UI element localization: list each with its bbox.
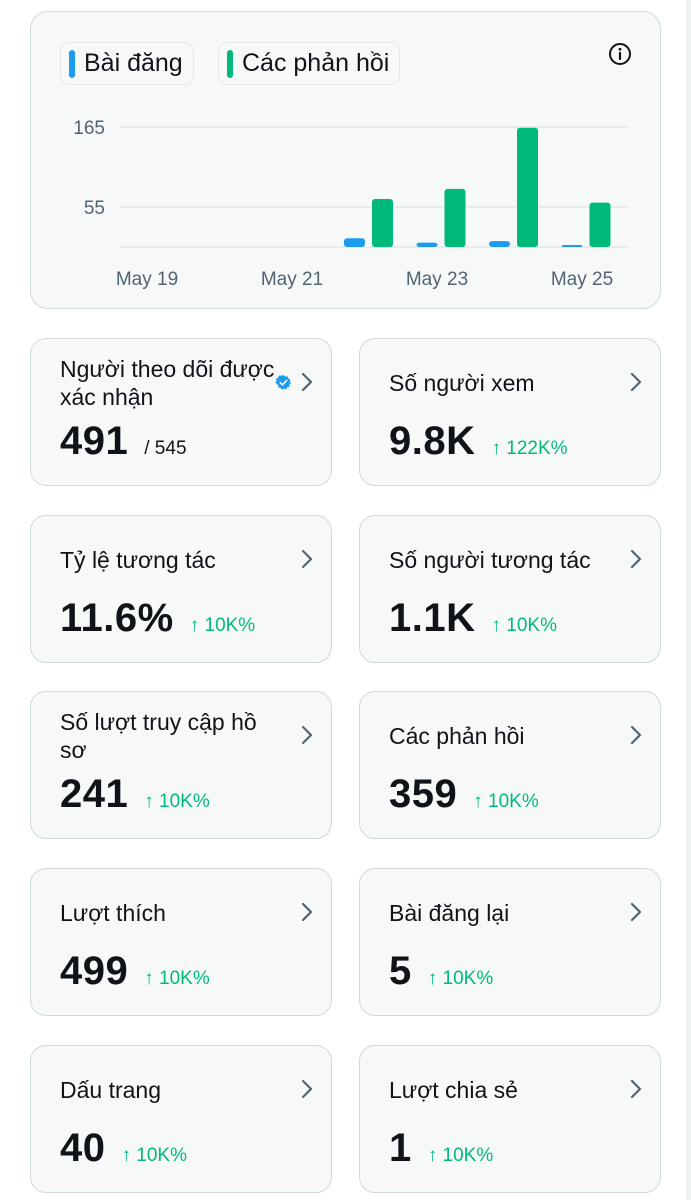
activity-bar-chart: 165 55 May 19 May 21 May 23 May 25 bbox=[73, 118, 629, 290]
stat-value: 1 bbox=[389, 1126, 412, 1170]
activity-chart-card: 165 55 May 19 May 21 May 23 May 25 Bài đăng C… bbox=[30, 11, 661, 309]
stat-label: Số người xem bbox=[389, 370, 535, 396]
stat-value: 9.8K bbox=[389, 419, 476, 463]
bar-replies bbox=[444, 188, 466, 247]
bar-posts bbox=[416, 242, 438, 247]
stat-value: 359 bbox=[389, 772, 458, 816]
stat-value-row: 9.8K ↑ 122K% bbox=[389, 419, 568, 464]
legend-label-posts: Bài đăng bbox=[84, 49, 183, 77]
stat-value: 5 bbox=[389, 949, 412, 993]
stat-change: ↑ 10K% bbox=[189, 615, 256, 636]
stat-card[interactable]: Tỷ lệ tương tác 11.6% ↑ 10K% bbox=[30, 515, 332, 663]
chevron-right-icon[interactable] bbox=[299, 900, 315, 924]
stat-value: 1.1K bbox=[389, 596, 476, 640]
chevron-right-icon[interactable] bbox=[299, 1077, 315, 1101]
x-tick-label: May 19 bbox=[116, 269, 178, 290]
stat-value: 241 bbox=[60, 772, 129, 816]
chevron-right-icon[interactable] bbox=[628, 1077, 644, 1101]
x-tick-label: May 23 bbox=[406, 269, 468, 290]
stat-card[interactable]: Lượt thích 499 ↑ 10K% bbox=[30, 868, 332, 1016]
stat-value-row: 11.6% ↑ 10K% bbox=[60, 596, 255, 641]
stat-change: ↑ 10K% bbox=[427, 1145, 494, 1166]
stat-card[interactable]: Lượt chia sẻ 1 ↑ 10K% bbox=[359, 1045, 661, 1193]
verified-badge-icon bbox=[275, 375, 291, 390]
chevron-right-icon[interactable] bbox=[628, 370, 644, 394]
stat-value: 11.6% bbox=[60, 596, 174, 640]
bar-replies bbox=[372, 199, 393, 247]
stat-change: ↑ 10K% bbox=[144, 791, 210, 812]
chevron-right-icon[interactable] bbox=[628, 900, 644, 924]
legend-chip-replies[interactable]: Các phản hồi bbox=[218, 42, 401, 85]
stat-label: Số người tương tác bbox=[389, 547, 591, 573]
stat-label: Bài đăng lại bbox=[389, 900, 510, 926]
stat-card[interactable]: Số người xem 9.8K ↑ 122K% bbox=[359, 338, 661, 486]
stat-value-row: 491 / 545 bbox=[60, 419, 187, 464]
chevron-right-icon[interactable] bbox=[628, 547, 644, 571]
chevron-right-icon[interactable] bbox=[299, 547, 315, 571]
stat-change: ↑ 10K% bbox=[427, 968, 494, 989]
y-tick-label: 165 bbox=[73, 118, 105, 139]
stat-card[interactable]: Bài đăng lại 5 ↑ 10K% bbox=[359, 868, 661, 1016]
stat-card[interactable]: Người theo dõi được xác nhận 491 / 545 bbox=[30, 338, 332, 486]
legend-swatch-replies bbox=[227, 49, 233, 78]
stat-label: Dấu trang bbox=[60, 1077, 162, 1103]
x-tick-label: May 25 bbox=[551, 269, 613, 290]
chevron-right-icon[interactable] bbox=[628, 723, 644, 747]
stat-total: / 545 bbox=[144, 438, 187, 459]
stat-label: Người theo dõi được xác nhận bbox=[60, 356, 275, 410]
stat-value: 499 bbox=[60, 949, 129, 993]
stat-label: Tỷ lệ tương tác bbox=[60, 547, 216, 573]
stat-value-row: 1.1K ↑ 10K% bbox=[389, 596, 557, 641]
stat-change: ↑ 10K% bbox=[121, 1145, 187, 1166]
chevron-right-icon[interactable] bbox=[299, 723, 315, 747]
stat-card[interactable]: Các phản hồi 359 ↑ 10K% bbox=[359, 691, 661, 839]
stat-value-row: 5 ↑ 10K% bbox=[389, 949, 493, 994]
bar-posts bbox=[561, 245, 583, 247]
bar-posts bbox=[344, 238, 365, 247]
y-tick-label: 55 bbox=[84, 198, 105, 219]
legend-chip-posts[interactable]: Bài đăng bbox=[60, 42, 194, 85]
stat-value-row: 359 ↑ 10K% bbox=[389, 772, 539, 817]
bar-replies bbox=[589, 202, 611, 247]
info-icon[interactable] bbox=[608, 42, 632, 66]
bar-replies bbox=[517, 127, 538, 247]
stat-value-row: 241 ↑ 10K% bbox=[60, 772, 210, 817]
legend-swatch-posts bbox=[69, 49, 75, 78]
stat-value-row: 1 ↑ 10K% bbox=[389, 1126, 493, 1171]
stat-card[interactable]: Số người tương tác 1.1K ↑ 10K% bbox=[359, 515, 661, 663]
stat-change: ↑ 122K% bbox=[491, 438, 568, 459]
x-tick-label: May 21 bbox=[261, 269, 323, 290]
stat-card[interactable]: Số lượt truy cập hồ sơ 241 ↑ 10K% bbox=[30, 691, 332, 839]
bar-posts bbox=[489, 241, 510, 247]
stat-label: Số lượt truy cập hồ sơ bbox=[60, 709, 257, 763]
stat-label: Lượt chia sẻ bbox=[389, 1077, 518, 1103]
stat-value-row: 499 ↑ 10K% bbox=[60, 949, 210, 994]
stat-change: ↑ 10K% bbox=[144, 968, 210, 989]
chevron-right-icon[interactable] bbox=[299, 370, 315, 394]
stat-change: ↑ 10K% bbox=[473, 791, 539, 812]
stat-value-row: 40 ↑ 10K% bbox=[60, 1126, 187, 1171]
stat-card[interactable]: Dấu trang 40 ↑ 10K% bbox=[30, 1045, 332, 1193]
stat-value: 40 bbox=[60, 1126, 106, 1170]
stat-value: 491 bbox=[60, 419, 129, 463]
legend-label-replies: Các phản hồi bbox=[242, 49, 390, 77]
right-edge-strip bbox=[686, 0, 691, 1200]
stat-label: Lượt thích bbox=[60, 900, 166, 926]
stat-label: Các phản hồi bbox=[389, 723, 525, 749]
stat-change: ↑ 10K% bbox=[491, 615, 557, 636]
